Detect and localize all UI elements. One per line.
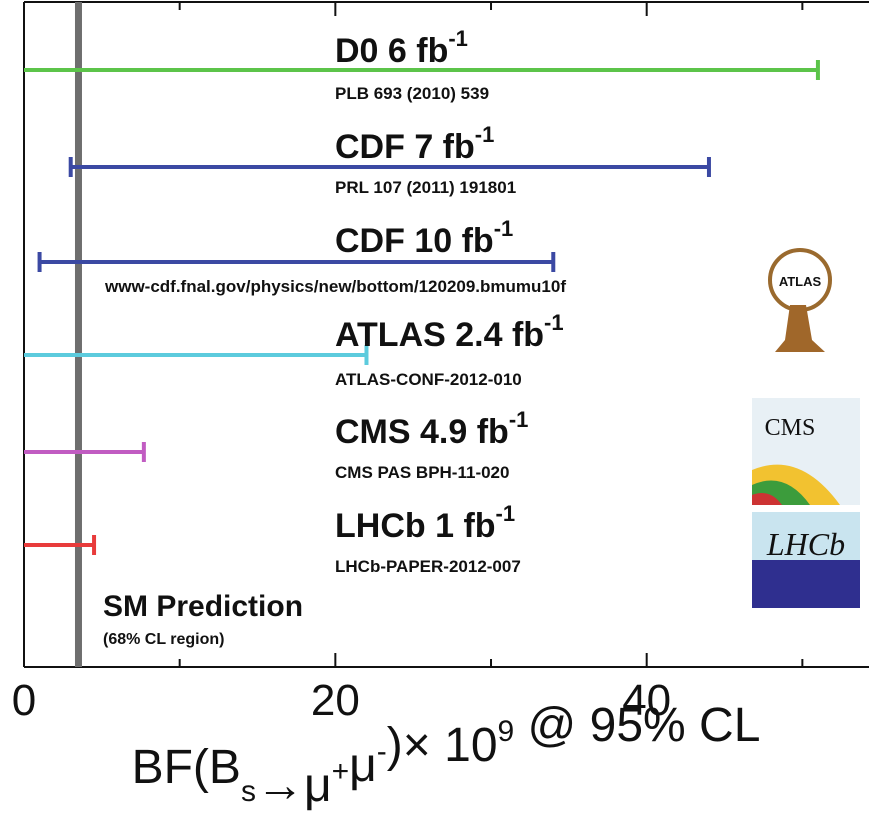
experiment-name: CDF 7 fb	[335, 128, 475, 166]
experiment-label: LHCb 1 fb-1	[335, 501, 515, 545]
x-tick-label: 20	[311, 676, 360, 725]
reference: LHCb-PAPER-2012-007	[335, 557, 521, 576]
experiment-label: D0 6 fb-1	[335, 26, 468, 70]
cms-logo: CMS	[752, 398, 860, 505]
x-label-part: μ	[349, 739, 377, 792]
limit-bar	[24, 535, 94, 555]
reference: www-cdf.fnal.gov/physics/new/bottom/1202…	[104, 277, 566, 296]
experiment-name: CDF 10 fb	[335, 222, 494, 260]
x-label-part: BF(B	[132, 741, 241, 794]
x-label-part: s	[241, 775, 256, 808]
x-tick-label: 0	[12, 676, 36, 725]
experiment-sup: -1	[496, 501, 516, 526]
logo-figure	[775, 305, 825, 352]
chart: ATLAS CMS LHCb 02040BF(Bs→μ+μ-)× 109 @ 9…	[0, 0, 869, 813]
reference: PLB 693 (2010) 539	[335, 84, 489, 103]
reference: ATLAS-CONF-2012-010	[335, 370, 522, 389]
sm-label: SM Prediction	[103, 590, 303, 623]
experiment-name: D0 6 fb	[335, 32, 448, 70]
experiment-label: CMS 4.9 fb-1	[335, 407, 528, 451]
page: {"chart_data": {"type": "limit-bars", "x…	[0, 0, 869, 813]
sm-note: (68% CL region)	[103, 631, 225, 648]
x-label-part: @ 95% CL	[514, 699, 760, 752]
experiment-name: LHCb 1 fb	[335, 507, 496, 545]
experiment-sup: -1	[544, 310, 564, 335]
x-label-part: +	[332, 755, 350, 788]
x-label-part: 9	[498, 715, 515, 748]
logo-text: CMS	[765, 415, 816, 441]
limit-bar	[24, 442, 144, 462]
experiment-sup: -1	[509, 407, 529, 432]
logo-text: LHCb	[766, 526, 845, 562]
sm-band	[75, 2, 82, 667]
lhcb-logo: LHCb	[752, 512, 860, 608]
experiment-sup: -1	[475, 122, 495, 147]
reference: CMS PAS BPH-11-020	[335, 463, 509, 482]
experiment-sup: -1	[448, 26, 468, 51]
logo-bg	[752, 560, 860, 608]
x-label-part: →μ	[256, 759, 332, 812]
experiment-label: CDF 7 fb-1	[335, 122, 494, 166]
experiment-label: ATLAS 2.4 fb-1	[335, 310, 564, 354]
experiment-label: CDF 10 fb-1	[335, 216, 513, 260]
x-label-part: )× 10	[387, 719, 498, 772]
experiment-sup: -1	[494, 216, 514, 241]
experiment-name: ATLAS 2.4 fb	[335, 316, 544, 354]
x-axis-label: BF(Bs→μ+μ-)× 109 @ 95% CL	[132, 699, 761, 812]
reference: PRL 107 (2011) 191801	[335, 178, 516, 197]
atlas-logo: ATLAS	[770, 250, 830, 352]
experiment-name: CMS 4.9 fb	[335, 413, 509, 451]
logo-text: ATLAS	[779, 274, 822, 289]
x-label-part: -	[377, 735, 387, 768]
